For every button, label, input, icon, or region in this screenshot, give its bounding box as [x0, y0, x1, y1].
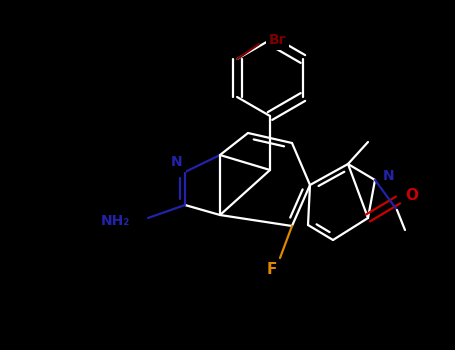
- Text: O: O: [405, 189, 419, 203]
- Text: NH₂: NH₂: [101, 214, 130, 228]
- Text: N: N: [383, 169, 395, 183]
- Text: F: F: [267, 262, 277, 278]
- Text: Br: Br: [268, 33, 286, 47]
- Text: N: N: [171, 155, 183, 169]
